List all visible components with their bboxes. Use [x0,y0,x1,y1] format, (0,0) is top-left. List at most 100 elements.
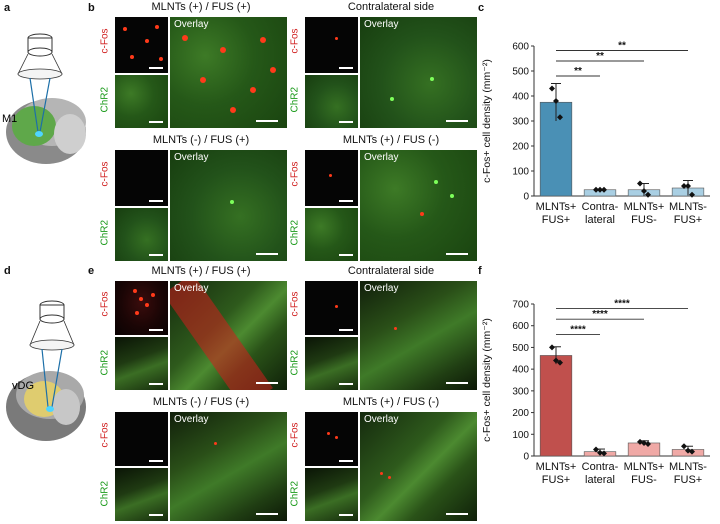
panel-e-title-contralateral: Contralateral side [347,265,435,277]
data-point [593,186,599,193]
panel-b-title-mlnts-neg-fus-pos: MLNTs (-) / FUS (+) [152,134,250,146]
panel-label-c: c [478,2,485,14]
brain-schematic-vdg: vDG [6,300,86,441]
transducer-icon [29,300,75,351]
x-tick-label: FUS+ [674,474,702,486]
cfos-label: c-Fos [289,161,301,187]
micrograph-cfos [305,17,358,73]
data-point [681,443,687,450]
x-tick-label: FUS+ [542,474,570,486]
y-axis-label: c-Fos+ cell density (mm⁻²) [481,59,493,183]
y-axis-label: c-Fos+ cell density (mm⁻²) [481,318,493,442]
micrograph-overlay: Overlay [360,412,477,521]
chr2-label: ChR2 [99,219,111,246]
overlay-label: Overlay [364,283,399,294]
panel-label-f: f [478,265,482,277]
micrograph-cfos [115,281,168,335]
data-point [645,191,651,198]
significance-label: **** [592,309,608,320]
micrograph-chr2 [115,208,168,261]
data-point [597,186,603,193]
data-point [601,450,607,457]
significance-label: **** [614,299,630,310]
micrograph-overlay: Overlay [360,150,477,261]
data-point [641,188,647,194]
transducer-icon [17,33,63,80]
bar-chart-m1-cfos-density: 0 100 200 300 400 500 600 c-Fos+ cell density (… [481,41,710,226]
panel-label-e: e [88,265,95,277]
y-tick-label: 500 [512,67,529,78]
data-point [549,344,555,351]
significance-label: **** [570,324,586,335]
x-tick-label: Contra- [582,201,619,213]
micrograph-overlay: Overlay [360,17,477,128]
chr2-label: ChR2 [99,349,111,376]
x-tick-label: FUS- [631,214,657,226]
x-tick-label: MLNTs- [669,461,707,473]
significance-label: ** [596,51,604,62]
data-point [689,448,695,455]
brain-icon [6,348,86,441]
micrograph-chr2 [115,468,168,521]
y-tick-label: 200 [512,142,529,153]
micrograph-cfos [305,412,358,466]
chr2-label: ChR2 [289,480,301,507]
overlay-label: Overlay [174,19,209,30]
data-point [593,446,599,453]
overlay-label: Overlay [174,414,209,425]
micrograph-chr2 [115,75,168,128]
data-point [601,186,607,193]
panel-e-title-mlnts-pos-fus-pos: MLNTs (+) / FUS (+) [151,265,251,277]
data-point [553,357,559,364]
region-label-vdg: vDG [12,380,34,392]
data-point [681,183,687,189]
x-tick-label: MLNTs+ [624,461,665,473]
chr2-label: ChR2 [99,480,111,507]
micrograph-overlay: Overlay [170,412,287,521]
data-point [553,98,559,104]
overlay-label: Overlay [364,19,399,30]
x-tick-label: MLNTs+ [536,461,577,473]
y-tick-label: 500 [512,343,529,354]
x-tick-label: MLNTs+ [624,201,665,213]
chr2-label: ChR2 [289,86,301,113]
micrograph-overlay: Overlay [170,17,287,128]
significance-label: ** [618,41,626,52]
x-tick-label: FUS+ [674,214,702,226]
x-tick-label: Contra- [582,461,619,473]
y-tick-label: 700 [512,300,529,311]
micrograph-overlay: Overlay [170,150,287,261]
brain-icon [6,77,86,164]
y-tick-label: 100 [512,430,529,441]
cfos-label: c-Fos [99,161,111,187]
y-tick-label: 300 [512,117,529,128]
y-tick-label: 600 [512,321,529,332]
micrograph-cfos [115,150,168,206]
x-tick-label: FUS- [631,474,657,486]
chr2-label: ChR2 [289,219,301,246]
overlay-label: Overlay [174,152,209,163]
x-tick-label: lateral [585,214,615,226]
micrograph-chr2 [115,337,168,390]
y-tick-label: 200 [512,408,529,419]
panel-label-a: a [4,2,11,14]
overlay-label: Overlay [364,414,399,425]
panel-b-title-contralateral: Contralateral side [347,1,435,13]
micrograph-overlay: Overlay [170,281,287,390]
panel-e-title-mlnts-neg-fus-pos: MLNTs (-) / FUS (+) [152,396,250,408]
chr2-label: ChR2 [99,86,111,113]
bar-chart-vdg-cfos-density: 0 100 200 300 400 500 600 700 c-Fos+ cell densit… [481,299,710,486]
y-tick-label: 600 [512,42,529,53]
micrograph-cfos [115,17,168,73]
x-tick-label: MLNTs+ [536,201,577,213]
y-tick-label: 300 [512,386,529,397]
cfos-label: c-Fos [99,28,111,54]
data-point [549,85,555,92]
micrograph-cfos [305,281,358,335]
micrograph-cfos [115,412,168,466]
y-tick-label: 400 [512,92,529,103]
cfos-label: c-Fos [99,291,111,317]
chr2-label: ChR2 [289,349,301,376]
micrograph-chr2 [305,208,358,261]
y-tick-label: 100 [512,167,529,178]
